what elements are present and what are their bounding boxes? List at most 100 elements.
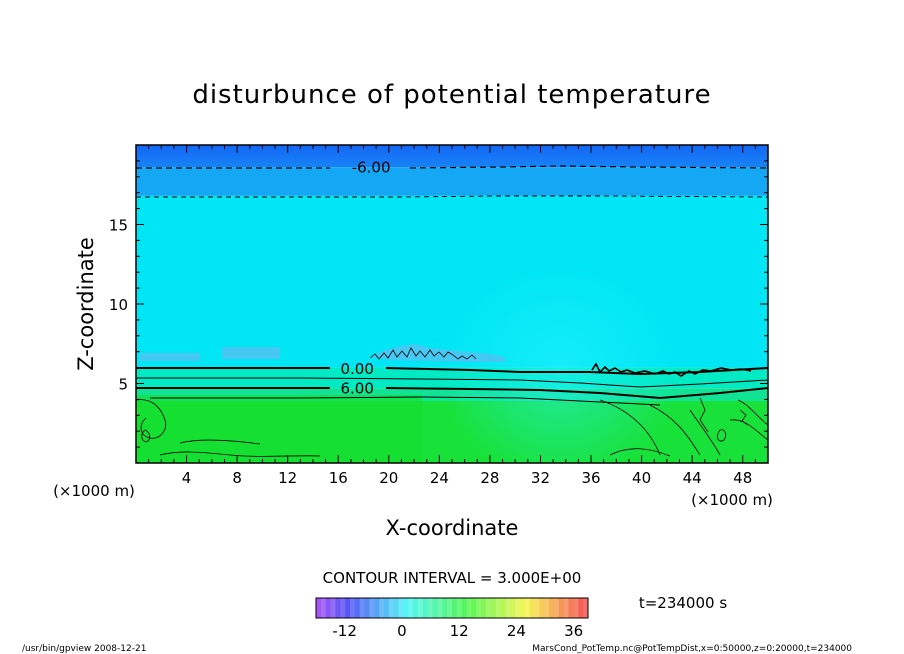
field-details [136, 145, 768, 463]
colorbar-cell [583, 598, 589, 618]
colorbar-cell [539, 598, 545, 618]
colorbar-cell [320, 598, 327, 618]
colorbar-tick-label: 12 [450, 622, 469, 640]
contour-label-1: 0.00 [340, 360, 373, 378]
colorbar-cell [442, 598, 448, 618]
colorbar-cell [495, 598, 502, 618]
colorbar-cell [374, 598, 380, 618]
colorbar-cell [476, 598, 482, 618]
colorbar-cell [316, 598, 322, 618]
upper-blue-fade [136, 145, 768, 167]
x-tick-label: 8 [232, 469, 242, 487]
cloud-patch-left [140, 353, 200, 361]
colorbar-cell [544, 598, 550, 618]
colorbar-cell [578, 598, 584, 618]
colorbar-cell [350, 598, 356, 618]
field-band-1 [136, 167, 768, 196]
colorbar-cell [549, 598, 555, 618]
x-tick-label: 48 [733, 469, 752, 487]
colorbar-cell [432, 598, 438, 618]
colorbar-labels: -12 0 12 24 36 [332, 622, 583, 640]
colorbar-cell [500, 598, 506, 618]
x-tick-label: 24 [430, 469, 449, 487]
colorbar-cell [486, 598, 492, 618]
contour-neg6-upper [136, 165, 768, 169]
colorbar-cell [505, 598, 511, 618]
x-tick-label: 44 [683, 469, 702, 487]
plot-area: -6.00 0.006.00 [135, 144, 769, 464]
cloud-patch-mid [222, 347, 280, 359]
contour-ground-loops [136, 397, 768, 457]
x-tick-label: 32 [531, 469, 550, 487]
colorbar-frame [315, 597, 589, 619]
colorbar-cell [422, 598, 429, 618]
colorbar-tick-label: -12 [332, 622, 357, 640]
light-dome-region [440, 260, 680, 463]
contour-9 [150, 396, 661, 406]
x-tick-label: 28 [480, 469, 499, 487]
colorbar-cell [456, 598, 463, 618]
colorbar-cell [515, 598, 521, 618]
colorbar-cell [359, 598, 366, 618]
x-tick-label: 20 [379, 469, 398, 487]
colorbar-tick-label: 36 [564, 622, 583, 640]
colorbar-cell [568, 598, 574, 618]
colorbar-cell [369, 598, 375, 618]
colorbar-cell [418, 598, 424, 618]
colorbar-cell [437, 598, 443, 618]
colorbar-cell [403, 598, 409, 618]
colorbar-cell [388, 598, 395, 618]
time-label: t=234000 s [639, 594, 727, 612]
x-tick-label: 36 [581, 469, 600, 487]
x-tick-label: 4 [182, 469, 192, 487]
contour-3 [136, 377, 768, 388]
x-axis-label: X-coordinate [386, 516, 519, 540]
colorbar-cell [520, 598, 526, 618]
colorbar-cell [354, 598, 361, 618]
colorbar-cell [563, 598, 570, 618]
colorbar-cell [461, 598, 468, 618]
colorbar-cell [529, 598, 536, 618]
chart-title: disturbunce of potential temperature [192, 80, 711, 110]
colorbar-cell [330, 598, 336, 618]
colorbar-cell [447, 598, 453, 618]
contour-label-2: 6.00 [340, 379, 373, 397]
footer-left: /usr/bin/gpview 2008-12-21 [22, 644, 146, 654]
colorbar-cell [335, 598, 341, 618]
colorbar-cell [384, 598, 390, 618]
contour-lines [136, 165, 768, 406]
colorbar-cell [524, 598, 531, 618]
y-axis-label: Z-coordinate [74, 237, 98, 371]
colorbar-cell [408, 598, 414, 618]
y-tick-labels: 5 10 15 [109, 217, 128, 394]
turbulent-contours [369, 347, 477, 360]
colorbar-cell [490, 598, 497, 618]
colorbar-cell [573, 598, 579, 618]
colorbar-cell [364, 598, 370, 618]
colorbar-cell [471, 598, 477, 618]
colorbar-cell [340, 598, 346, 618]
colorbar-cell [427, 598, 434, 618]
ground-region-dark [136, 395, 422, 463]
colorbar-cell [413, 598, 419, 618]
colorbar-tick-label: 0 [397, 622, 407, 640]
colorbar-cell [466, 598, 472, 618]
colorbar-cell [345, 598, 351, 618]
colorbar-cell [379, 598, 385, 618]
contour-labels: -6.00 0.006.00 [340, 158, 391, 397]
y-tick-label: 5 [118, 376, 128, 394]
colorbar-cell [325, 598, 332, 618]
x-tick-labels: 4 8 12 16 20 24 28 32 36 40 44 48 [182, 469, 752, 487]
x-unit-left: (×1000 m) [53, 482, 135, 500]
colorbar-cell [393, 598, 400, 618]
contour-lower-wave [591, 362, 752, 377]
contour-interval-text: CONTOUR INTERVAL = 3.000E+00 [323, 569, 582, 587]
contour-6 [136, 387, 768, 400]
y-tick-label: 10 [109, 296, 128, 314]
colorbar-cell [510, 598, 516, 618]
contour-zero [136, 367, 768, 376]
x-tick-label: 16 [329, 469, 348, 487]
colorbar-cell [452, 598, 458, 618]
contour-label-0: -6.00 [352, 158, 391, 176]
